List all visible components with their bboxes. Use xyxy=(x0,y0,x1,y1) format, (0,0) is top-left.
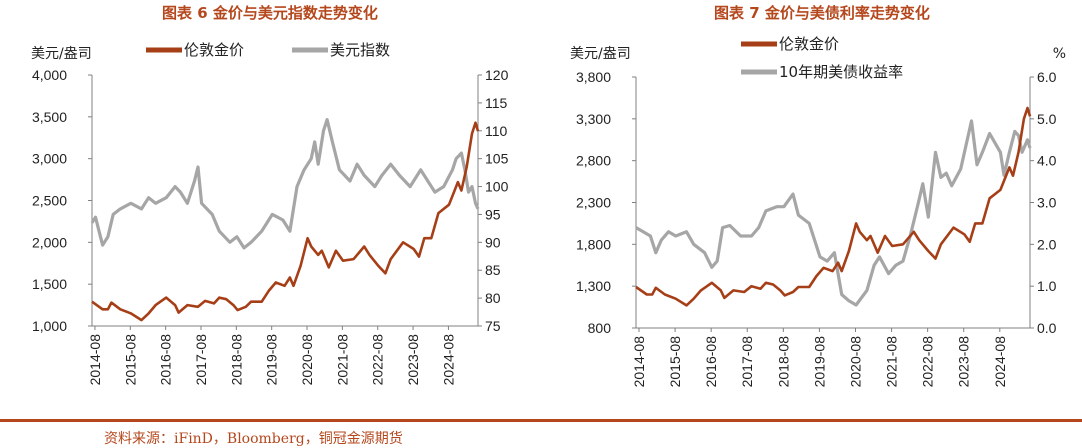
chart1-x-tick-label: 2023-08 xyxy=(405,334,421,386)
chart2-x-tick-label: 2015-08 xyxy=(667,336,683,388)
chart1-series-secondary-line xyxy=(90,117,480,250)
chart2-x-tick-label: 2014-08 xyxy=(631,336,647,388)
chart1-left-unit: 美元/盎司 xyxy=(31,46,92,62)
chart1-x-tick-label: 2022-08 xyxy=(370,334,386,386)
chart1-x-tick-label: 2018-08 xyxy=(228,334,244,386)
chart1-right-tick-label: 105 xyxy=(485,151,509,167)
chart1-right-tick-label: 75 xyxy=(485,318,501,334)
chart2-title: 图表 7 金价与美债利率走势变化 xyxy=(714,4,930,22)
chart2-left-tick-label: 3,800 xyxy=(576,69,611,85)
chart1-x-tick-label: 2020-08 xyxy=(299,334,315,386)
chart2-left-tick-label: 1,800 xyxy=(576,236,611,252)
chart2-x-tick-label: 2021-08 xyxy=(884,336,900,388)
chart1-x-tick-label: 2019-08 xyxy=(264,334,280,386)
chart2-left-tick-label: 1,300 xyxy=(576,278,611,294)
chart2-left-unit: 美元/盎司 xyxy=(570,46,631,62)
chart2-left-tick-label: 800 xyxy=(588,320,612,336)
chart2-series-secondary-line xyxy=(635,119,1032,307)
chart2-x-tick-label: 2017-08 xyxy=(739,336,755,388)
chart2-x-tick-label: 2019-08 xyxy=(811,336,827,388)
source-note: 资料来源：iFinD，Bloomberg，铜冠金源期货 xyxy=(104,431,403,447)
chart1-left-tick-label: 2,500 xyxy=(32,193,67,209)
chart1-left-tick-label: 1,500 xyxy=(32,276,67,292)
chart1-left-tick-label: 4,000 xyxy=(32,67,67,83)
chart1-title: 图表 6 金价与美元指数走势变化 xyxy=(162,4,378,22)
chart2-right-tick-label: 4.0 xyxy=(1037,153,1057,169)
chart2-legend-label-1: 伦敦金价 xyxy=(779,35,839,53)
chart2-legend-label-2: 10年期美债收益率 xyxy=(779,63,903,81)
chart2-x-tick-label: 2022-08 xyxy=(920,336,936,388)
chart1-left-tick-label: 2,000 xyxy=(32,234,67,250)
chart1-right-tick-label: 85 xyxy=(485,262,501,278)
chart2-x-tick-label: 2018-08 xyxy=(775,336,791,388)
chart1-x-tick-label: 2021-08 xyxy=(334,334,350,386)
chart2-x-tick-label: 2023-08 xyxy=(956,336,972,388)
chart1-series-gold-price-line xyxy=(91,121,480,322)
chart2-right-tick-label: 6.0 xyxy=(1037,69,1057,85)
chart1-left-tick-label: 1,000 xyxy=(32,318,67,334)
chart2-x-tick-label: 2024-08 xyxy=(992,336,1008,388)
chart2-left-tick-label: 2,300 xyxy=(576,195,611,211)
chart1-right-tick-label: 100 xyxy=(485,179,509,195)
chart2-left-tick-label: 2,800 xyxy=(576,153,611,169)
chart1-right-tick-label: 95 xyxy=(485,206,501,222)
chart2-x-tick-label: 2016-08 xyxy=(703,336,719,388)
chart2-right-tick-label: 0.0 xyxy=(1037,320,1057,336)
chart2-left-tick-label: 3,300 xyxy=(576,111,611,127)
chart1-legend-label-1: 伦敦金价 xyxy=(184,41,244,59)
chart2-right-tick-label: 2.0 xyxy=(1037,236,1057,252)
chart1-x-tick-label: 2014-08 xyxy=(87,334,103,386)
chart1-right-tick-label: 110 xyxy=(485,123,508,139)
bottom-rule xyxy=(0,419,1082,422)
chart1-left-tick-label: 3,500 xyxy=(32,109,67,125)
chart1-x-tick-label: 2017-08 xyxy=(193,334,209,386)
chart2-right-tick-label: 1.0 xyxy=(1037,278,1057,294)
chart1-legend-label-2: 美元指数 xyxy=(330,41,390,59)
charts-canvas: 1,000 1,500 2,000 2,500 3,000 3,500 4,000 75 80 8… xyxy=(31,35,1066,388)
chart1-right-tick-label: 80 xyxy=(485,290,501,306)
chart1-right-tick-label: 120 xyxy=(485,67,509,83)
chart1-right-tick-label: 90 xyxy=(485,234,501,250)
chart1-left-tick-label: 3,000 xyxy=(32,151,67,167)
chart2-right-tick-label: 3.0 xyxy=(1037,195,1057,211)
chart2-x-tick-label: 2020-08 xyxy=(847,336,863,388)
chart2-right-tick-label: 5.0 xyxy=(1037,111,1057,127)
chart1-x-tick-label: 2024-08 xyxy=(440,334,456,386)
chart2-series-gold-price-line xyxy=(635,106,1032,307)
chart2-right-unit: % xyxy=(1053,46,1066,62)
chart1-x-tick-label: 2015-08 xyxy=(122,334,138,386)
chart1-x-tick-label: 2016-08 xyxy=(158,334,174,386)
chart1-right-tick-label: 115 xyxy=(485,95,508,111)
